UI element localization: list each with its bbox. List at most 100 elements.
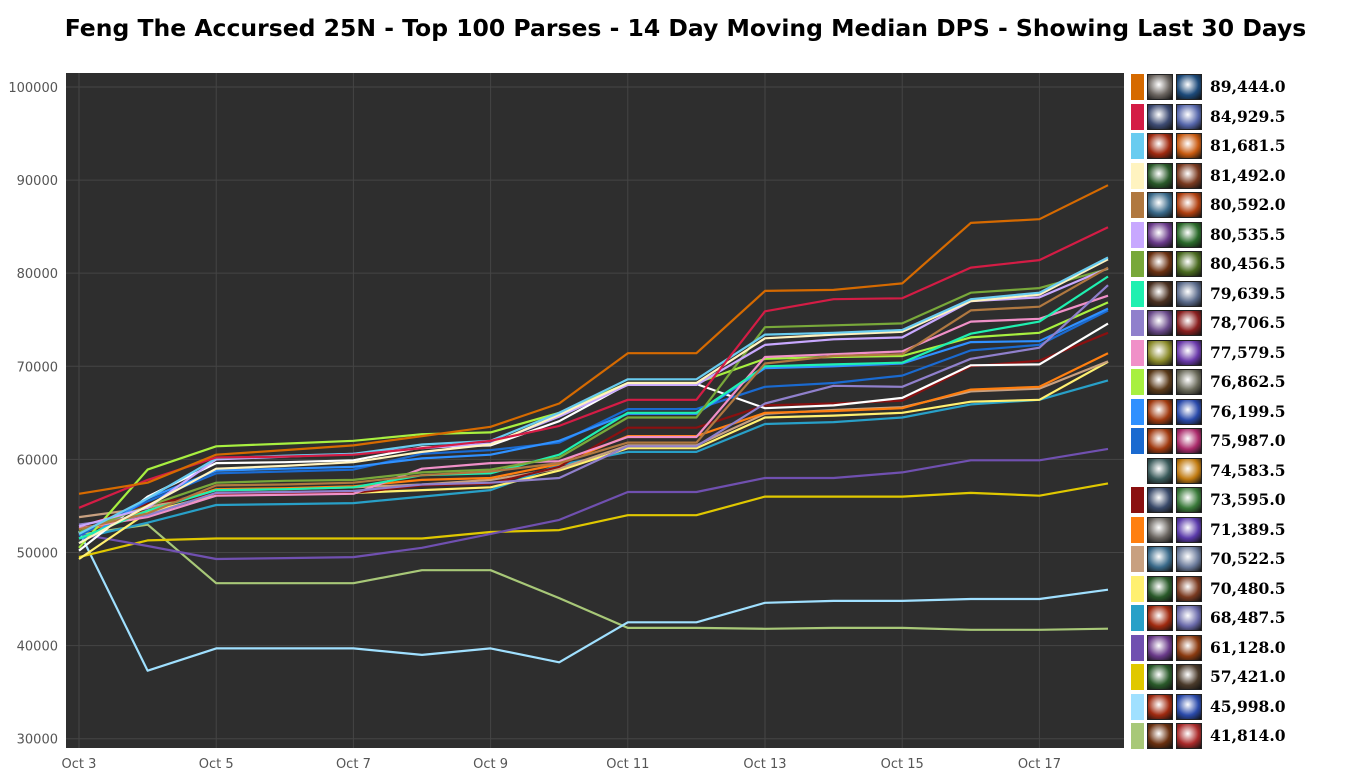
- x-axis-labels: Oct 3 Oct 5 Oct 7 Oct 9 Oct 11 Oct 13 Oct 15 Oc…: [62, 757, 1061, 772]
- legend-swatch: [1131, 693, 1144, 720]
- spec-icon: [1176, 310, 1202, 336]
- series-line-22: [78, 530, 1109, 672]
- spec-icon: [1176, 221, 1202, 248]
- legend-swatch: [1131, 605, 1144, 631]
- class-icon: [1147, 369, 1173, 395]
- legend-swatch: [1131, 251, 1144, 277]
- legend-swatch: [1131, 280, 1144, 307]
- legend-entry: 77,579.5: [1128, 339, 1371, 368]
- series-line-14: [78, 322, 1109, 552]
- legend-value: 70,480.5: [1210, 578, 1286, 598]
- legend-swatch: [1131, 339, 1144, 366]
- legend-value: 68,487.5: [1210, 608, 1286, 627]
- x-tick-label: Oct 5: [199, 757, 234, 772]
- series-line-20: [78, 447, 1109, 561]
- legend-swatch: [1131, 398, 1144, 425]
- series-line-15: [78, 331, 1109, 529]
- x-tick-label: Oct 13: [743, 757, 786, 772]
- series-line-1: [78, 184, 1109, 495]
- class-icon: [1147, 664, 1173, 690]
- series-line-4: [78, 258, 1109, 545]
- legend-entry: 89,444.0: [1128, 73, 1371, 102]
- legend-entry: 45,998.0: [1128, 693, 1371, 722]
- spec-icon: [1176, 103, 1202, 130]
- legend-entry: 70,522.5: [1128, 545, 1371, 574]
- legend-value: 61,128.0: [1210, 637, 1286, 657]
- series-line-21: [78, 482, 1109, 559]
- legend-swatch: [1131, 221, 1144, 248]
- legend-swatch: [1131, 516, 1144, 543]
- legend-entry: 79,639.5: [1128, 280, 1371, 309]
- legend-entry: 61,128.0: [1128, 634, 1371, 663]
- x-tick-label: Oct 9: [473, 757, 508, 772]
- spec-icon: [1176, 693, 1202, 720]
- spec-icon: [1176, 280, 1202, 307]
- spec-icon: [1176, 192, 1202, 218]
- legend-entry: 80,592.0: [1128, 191, 1371, 220]
- legend-value: 76,199.5: [1210, 401, 1286, 421]
- legend-entry: 57,421.0: [1128, 663, 1371, 692]
- legend-swatch: [1131, 133, 1144, 159]
- class-icon: [1147, 192, 1173, 218]
- spec-icon: [1176, 516, 1202, 543]
- spec-icon: [1176, 575, 1202, 602]
- legend-value: 81,681.5: [1210, 136, 1286, 155]
- class-icon: [1147, 133, 1173, 159]
- legend-value: 80,592.0: [1210, 195, 1286, 214]
- series-line-13: [78, 309, 1109, 537]
- class-icon: [1147, 546, 1173, 572]
- spec-icon: [1176, 664, 1202, 690]
- legend-entry: 81,492.0: [1128, 162, 1371, 191]
- series-line-8: [78, 275, 1109, 540]
- spec-icon: [1176, 74, 1202, 100]
- spec-icon: [1176, 487, 1202, 513]
- class-icon: [1147, 74, 1173, 100]
- y-tick-label: 90000: [17, 174, 58, 189]
- class-icon: [1147, 457, 1173, 484]
- legend-entry: 81,681.5: [1128, 132, 1371, 161]
- y-axis-labels: 30000 40000 50000 60000 70000 80000 90000 10000…: [8, 81, 58, 748]
- series-line-12: [78, 307, 1109, 545]
- y-tick-label: 30000: [17, 733, 58, 748]
- legend-entry: 70,480.5: [1128, 575, 1371, 604]
- legend-entry: 74,583.5: [1128, 457, 1371, 486]
- legend-swatch: [1131, 192, 1144, 218]
- chart-title: Feng The Accursed 25N - Top 100 Parses -…: [64, 14, 1307, 42]
- y-tick-label: 80000: [17, 267, 58, 282]
- class-icon: [1147, 516, 1173, 543]
- legend-swatch: [1131, 369, 1144, 395]
- class-icon: [1147, 634, 1173, 661]
- legend-swatch: [1131, 664, 1144, 690]
- legend-value: 89,444.0: [1210, 77, 1286, 96]
- class-icon: [1147, 605, 1173, 631]
- spec-icon: [1176, 339, 1202, 366]
- legend-value: 73,595.0: [1210, 490, 1286, 509]
- class-icon: [1147, 398, 1173, 425]
- class-icon: [1147, 339, 1173, 366]
- legend-entry: 80,456.5: [1128, 250, 1371, 279]
- class-icon: [1147, 693, 1173, 720]
- legend-swatch: [1131, 487, 1144, 513]
- legend-swatch: [1131, 575, 1144, 602]
- x-tick-label: Oct 11: [606, 757, 649, 772]
- legend-value: 71,389.5: [1210, 519, 1286, 539]
- series-line-10: [78, 294, 1109, 530]
- class-icon: [1147, 221, 1173, 248]
- legend-value: 77,579.5: [1210, 342, 1286, 362]
- legend-entry: 73,595.0: [1128, 486, 1371, 515]
- y-tick-label: 50000: [17, 546, 58, 561]
- x-tick-label: Oct 3: [62, 757, 97, 772]
- x-tick-label: Oct 15: [881, 757, 924, 772]
- spec-icon: [1176, 428, 1202, 454]
- spec-icon: [1176, 605, 1202, 631]
- legend-value: 45,998.0: [1210, 696, 1286, 716]
- grid-lines: [66, 73, 1124, 748]
- legend-value: 79,639.5: [1210, 283, 1286, 303]
- legend-swatch: [1131, 103, 1144, 130]
- series-line-5: [78, 266, 1109, 531]
- class-icon: [1147, 428, 1173, 454]
- legend-entry: 71,389.5: [1128, 516, 1371, 545]
- legend-entry: 68,487.5: [1128, 604, 1371, 633]
- legend-entry: 80,535.5: [1128, 221, 1371, 250]
